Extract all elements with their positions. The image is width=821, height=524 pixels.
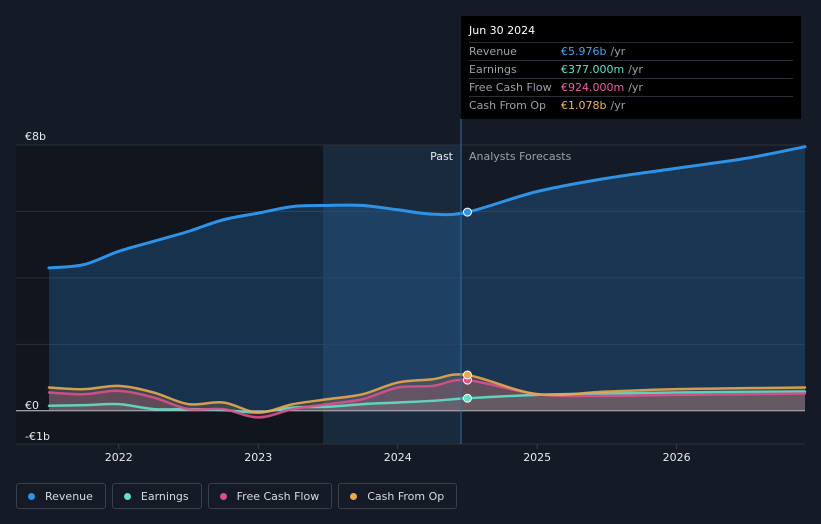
free-cash-flow-line bbox=[47, 378, 807, 419]
forecast-label: Analysts Forecasts bbox=[469, 150, 572, 163]
x-tick-label: 2024 bbox=[384, 451, 412, 464]
legend-item-earnings[interactable]: Earnings bbox=[111, 483, 202, 509]
legend-dot-icon bbox=[219, 492, 227, 500]
tooltip-value: €1.078b bbox=[561, 99, 607, 112]
tooltip-label: Earnings bbox=[469, 63, 517, 76]
legend-item-cash-from-op[interactable]: Cash From Op bbox=[338, 483, 458, 509]
legend: Revenue Earnings Free Cash Flow Cash Fro… bbox=[16, 483, 458, 509]
revenue-marker bbox=[462, 207, 472, 217]
y-tick-label: -€1b bbox=[25, 430, 50, 443]
tooltip-label: Revenue bbox=[469, 45, 517, 58]
tooltip-row-cash-from-op: Cash From Op €1.078b /yr bbox=[469, 97, 793, 114]
legend-label: Free Cash Flow bbox=[236, 489, 320, 503]
earnings-marker bbox=[462, 393, 472, 403]
y-axis-labels: €8b €0 -€1b bbox=[25, 130, 50, 443]
tooltip-row-revenue: Revenue €5.976b /yr bbox=[469, 43, 793, 61]
tooltip-unit: /yr bbox=[610, 99, 626, 112]
revenue-line bbox=[47, 145, 807, 270]
legend-dot-icon bbox=[28, 492, 35, 500]
legend-item-free-cash-flow[interactable]: Free Cash Flow bbox=[207, 483, 333, 509]
revenue-area bbox=[49, 146, 805, 411]
y-tick-label: €8b bbox=[25, 130, 46, 143]
x-tick-label: 2026 bbox=[663, 451, 691, 464]
earnings-line bbox=[47, 390, 807, 414]
tooltip-unit: /yr bbox=[628, 81, 643, 94]
tooltip-value: €377.000m bbox=[561, 63, 625, 76]
grid-lines bbox=[16, 144, 805, 445]
past-label: Past bbox=[430, 150, 454, 163]
x-tick-label: 2025 bbox=[523, 451, 551, 464]
cash-from-op-area bbox=[49, 374, 805, 413]
tooltip-row-earnings: Earnings €377.000m /yr bbox=[469, 61, 793, 79]
legend-dot-icon bbox=[123, 492, 131, 500]
x-tick-label: 2023 bbox=[244, 451, 272, 464]
tooltip-label: Free Cash Flow bbox=[469, 81, 552, 94]
tooltip-value: €5.976b bbox=[561, 45, 607, 58]
tooltip-value: €924.000m bbox=[561, 81, 625, 94]
series-lines bbox=[47, 145, 807, 419]
tooltip-date: Jun 30 2024 bbox=[469, 24, 793, 43]
legend-label: Earnings bbox=[140, 489, 189, 503]
tooltip: Jun 30 2024 Revenue €5.976b /yr Earnings… bbox=[461, 16, 801, 119]
free-cash-flow-area bbox=[49, 379, 805, 418]
x-tick-label: 2022 bbox=[105, 451, 133, 464]
cash-from-op-line bbox=[47, 373, 807, 414]
tooltip-unit: /yr bbox=[628, 63, 643, 76]
x-axis-labels: 2022 2023 2024 2025 2026 bbox=[105, 444, 691, 464]
legend-label: Cash From Op bbox=[367, 489, 445, 503]
tooltip-unit: /yr bbox=[610, 45, 626, 58]
tooltip-row-free-cash-flow: Free Cash Flow €924.000m /yr bbox=[469, 79, 793, 97]
legend-label: Revenue bbox=[45, 489, 93, 503]
past-highlight-band bbox=[323, 145, 461, 444]
legend-item-revenue[interactable]: Revenue bbox=[16, 483, 106, 509]
y-tick-label: €0 bbox=[25, 399, 39, 412]
legend-dot-icon bbox=[350, 492, 358, 500]
current-markers bbox=[462, 207, 472, 403]
tooltip-label: Cash From Op bbox=[469, 99, 547, 112]
cash-from-op-marker bbox=[462, 370, 472, 380]
